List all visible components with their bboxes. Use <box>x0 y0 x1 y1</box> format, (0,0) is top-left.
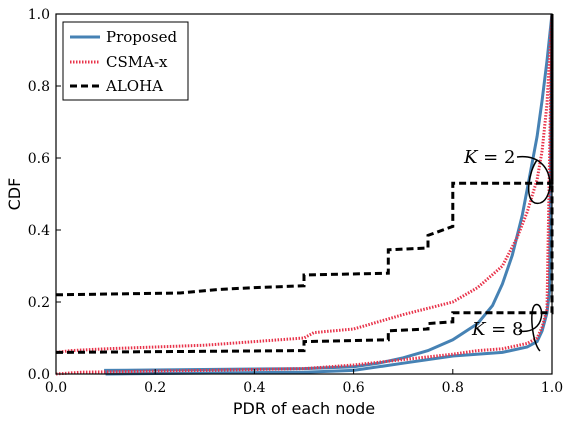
y-tick-label: 0.0 <box>28 367 50 383</box>
y-tick-label: 1.0 <box>28 7 50 23</box>
y-tick-label: 0.6 <box>28 151 50 167</box>
x-tick-label: 0.2 <box>144 380 166 396</box>
series-line-aloha-k8 <box>55 14 554 354</box>
y-axis-label: CDF <box>5 178 24 211</box>
x-tick-label: 0.0 <box>45 380 67 396</box>
legend-label-aloha: ALOHA <box>105 77 163 95</box>
series-line-proposed-k8 <box>105 13 554 376</box>
legend: Proposed CSMA-x ALOHA <box>62 21 189 101</box>
x-tick-label: 1.0 <box>541 380 563 396</box>
axes-layer: 0.0 0.2 0.4 0.6 0.8 1.0 0.0 0.2 0.4 0.6 0.8 1.0 PDR … <box>5 7 563 418</box>
series-line-csma-x-k8 <box>55 13 554 376</box>
legend-label-proposed: Proposed <box>106 28 178 46</box>
x-tick-label: 0.8 <box>442 380 464 396</box>
annotation-k8-rest: = 8 <box>485 319 523 340</box>
series-layer <box>55 13 554 376</box>
y-tick-label: 0.4 <box>28 223 50 239</box>
y-tick-label: 0.8 <box>28 79 50 95</box>
x-axis-label: PDR of each node <box>233 399 375 418</box>
plot-frame <box>55 13 553 375</box>
annotation-k2: K = 2 <box>463 147 515 168</box>
y-tick-label: 0.2 <box>28 295 50 311</box>
x-tick-label: 0.4 <box>243 380 265 396</box>
series-line-aloha-k2 <box>55 14 554 297</box>
annotation-layer: K = 2 K = 8 <box>463 147 551 352</box>
annotation-k8-ellipse <box>518 303 543 352</box>
annotation-k2-rest: = 2 <box>477 147 515 168</box>
annotation-k8: K = 8 <box>471 319 523 340</box>
annotation-k2-ellipse <box>516 156 551 204</box>
legend-label-csma: CSMA-x <box>106 53 168 71</box>
x-tick-label: 0.6 <box>342 380 364 396</box>
annotation-k2-var: K <box>463 147 479 168</box>
annotation-k8-var: K <box>471 319 487 340</box>
